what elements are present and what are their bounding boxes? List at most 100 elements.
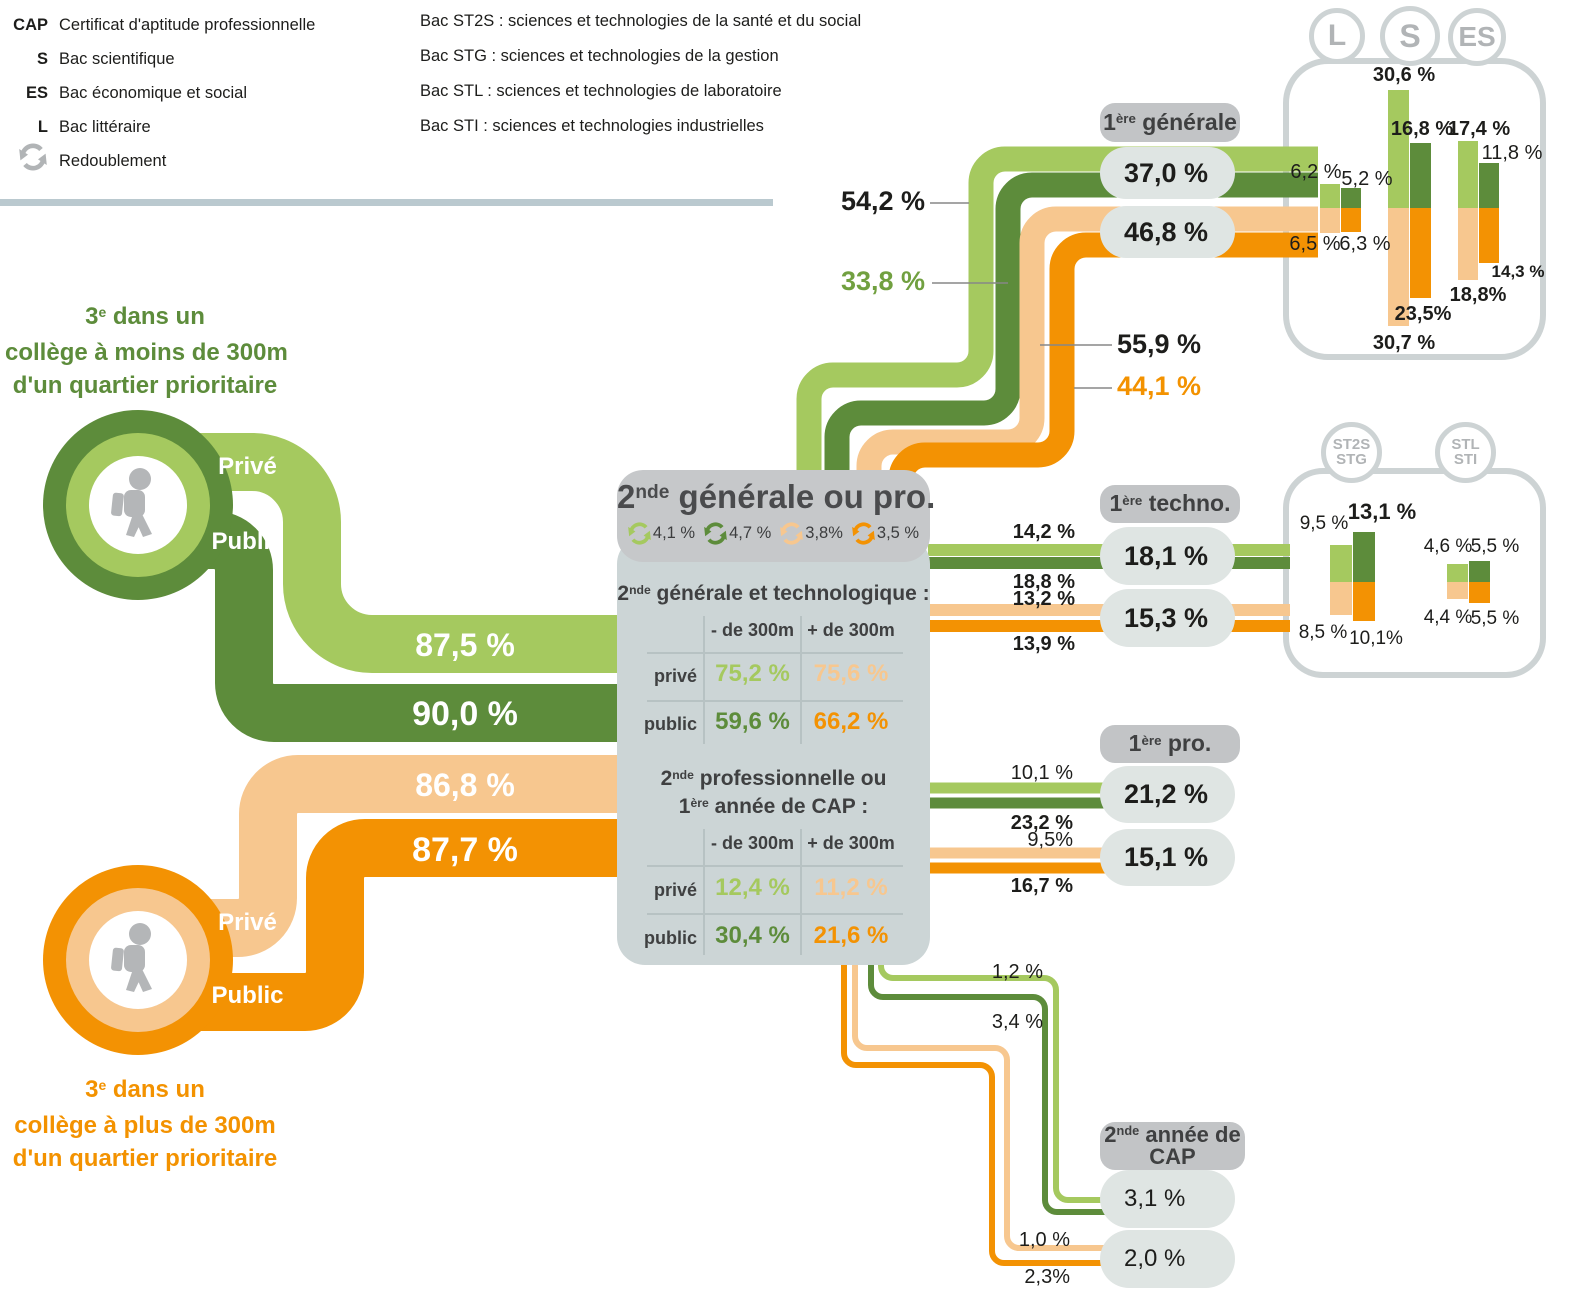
redoublement-icon (780, 522, 804, 545)
seconde-title: 2nde générale ou pro. (617, 478, 936, 515)
redoublement-lo: 3,8% (805, 524, 843, 542)
table1-hsep1 (647, 652, 903, 654)
table1-title: 2nde générale et technologique : (617, 582, 930, 605)
value-es-far-public: 14,3 % (1491, 262, 1545, 281)
bar-s-far-prive (1388, 208, 1409, 326)
value-stl-far-public: 5,5 % (1470, 608, 1520, 629)
table2-col2-header: + de 300m (807, 833, 895, 853)
label-cap-near-prive: 1,2 % (991, 961, 1043, 983)
value-s-near-public: 16,8 % (1390, 118, 1454, 140)
bar-es-far-prive (1458, 208, 1478, 280)
far-prive-pct: 86,8 % (415, 767, 515, 803)
table1-vsep2 (800, 616, 802, 744)
pill-pro-far: 15,1 % (1100, 829, 1235, 886)
label-techno-far-public: 13,9 % (1012, 633, 1075, 655)
far-public-label: Public (211, 982, 284, 1009)
value-es-near-public: 11,8 % (1481, 142, 1543, 164)
table1-prive-plus300: 75,6 % (813, 660, 889, 687)
legend-bac-stg: Bac STG : sciences et technologies de la… (420, 47, 779, 65)
bar-s-near-public (1410, 143, 1431, 208)
pill-generale-far: 46,8 % (1100, 206, 1235, 258)
table1-public-plus300: 66,2 % (813, 708, 889, 735)
label-techno-near-prive: 14,2 % (1012, 521, 1075, 543)
table2-prive-plus300: 11,2 % (814, 874, 888, 901)
bar-l-near-public (1341, 188, 1361, 208)
redoublement-icon (627, 522, 651, 545)
legend-term-s: S (36, 50, 48, 68)
table2-prive-moins300: 12,4 % (715, 874, 790, 901)
bar-stl-near-public (1469, 561, 1490, 582)
pill-techno-near: 18,1 % (1100, 527, 1235, 585)
flow-cap-do (841, 950, 1150, 1266)
redoublement-icon (19, 143, 47, 171)
redoublement-row: 4,1 % 4,7 % 3,8% 3,5 % (617, 522, 930, 545)
legend-desc-es: Bac économique et social (59, 84, 248, 102)
table1-hsep2 (647, 700, 903, 702)
circle-bac-l: L (1309, 8, 1365, 64)
bar-stl-far-prive (1447, 582, 1468, 599)
label-generale-near-public: 33,8 % (840, 266, 925, 296)
flow-generale-dg (824, 172, 1318, 500)
student-icon (110, 923, 152, 992)
value-stl-near-public: 5,5 % (1470, 536, 1520, 557)
badge-premiere-techno: 1ère techno. (1100, 485, 1240, 523)
college-near-node (43, 410, 233, 600)
table1-prive-moins300: 75,2 % (715, 660, 790, 687)
table2-row-prive-label: privé (653, 880, 697, 900)
bar-es-near-prive (1458, 141, 1478, 208)
table2-vsep1 (703, 829, 705, 955)
value-s-far-public: 23,5% (1394, 303, 1452, 325)
label-generale-far-public: 44,1 % (1117, 371, 1202, 401)
table2-title: 2nde professionnelle ou 1ère année de CA… (660, 767, 887, 818)
bar-l-near-prive (1320, 184, 1340, 208)
value-es-far-prive: 18,8% (1449, 284, 1507, 306)
table1-col2-header: + de 300m (807, 620, 895, 640)
pill-cap-near: 3,1 % (1100, 1170, 1235, 1228)
bar-l-far-public (1341, 208, 1361, 232)
value-stg-near-prive: 9,5 % (1299, 513, 1349, 534)
legend-term-es: ES (25, 84, 48, 102)
flow-generale-lo (856, 206, 1318, 500)
table2-vsep2 (800, 829, 802, 955)
table1-row-prive-label: privé (653, 666, 697, 686)
label-pro-near-public: 23,2 % (1010, 812, 1073, 834)
seconde-box-body (617, 536, 930, 965)
table2-row-public-label: public (644, 928, 697, 948)
legend-desc-s: Bac scientifique (59, 50, 175, 68)
pill-pro-near: 21,2 % (1100, 766, 1235, 823)
label-techno-far-prive: 13,2 % (1012, 588, 1075, 610)
label-pro-far-prive: 9,5% (1027, 829, 1073, 851)
redoublement-icon (851, 522, 875, 545)
label-techno-near-public: 18,8 % (1012, 571, 1075, 593)
legend-desc-l: Bac littéraire (59, 118, 151, 136)
near-public-label: Public (211, 528, 284, 555)
college-far-title: 3e dans un collège à plus de 300m d'un q… (12, 1076, 278, 1172)
value-stg-far-prive: 8,5 % (1298, 622, 1348, 643)
legend-bac-st2s: Bac ST2S : sciences et technologies de l… (420, 12, 862, 30)
label-pro-near-prive: 10,1 % (1010, 762, 1073, 784)
label-cap-far-prive: 1,0 % (1018, 1229, 1070, 1251)
redoublement-icon (704, 522, 728, 545)
label-pro-far-public: 16,7 % (1010, 875, 1073, 897)
bar-stg-near-public (1353, 532, 1375, 582)
badge-premiere-generale: 1ère générale (1100, 103, 1240, 142)
value-s-near-prive: 30,6 % (1372, 64, 1436, 86)
college-far-node (43, 865, 233, 1055)
pill-techno-far: 15,3 % (1100, 589, 1235, 647)
label-cap-near-public: 3,4 % (991, 1011, 1043, 1033)
legend-desc-cap: Certificat d'aptitude professionnelle (59, 16, 316, 34)
bar-stl-far-public (1469, 582, 1490, 603)
bar-l-far-prive (1320, 208, 1340, 233)
table1-row-public-label: public (644, 714, 697, 734)
near-public-pct: 90,0 % (412, 695, 518, 733)
legend-divider (0, 199, 773, 206)
value-s-far-prive: 30,7 % (1372, 332, 1436, 354)
legend-desc-redoublement: Redoublement (59, 152, 167, 170)
table2-hsep1 (647, 865, 903, 867)
bar-stl-near-prive (1447, 564, 1468, 582)
circle-bac-es: ES (1448, 8, 1506, 66)
badge-premiere-pro: 1ère pro. (1100, 725, 1240, 763)
bar-stg-near-prive (1330, 545, 1352, 582)
badge-cap: 2nde année de CAP (1100, 1122, 1245, 1170)
